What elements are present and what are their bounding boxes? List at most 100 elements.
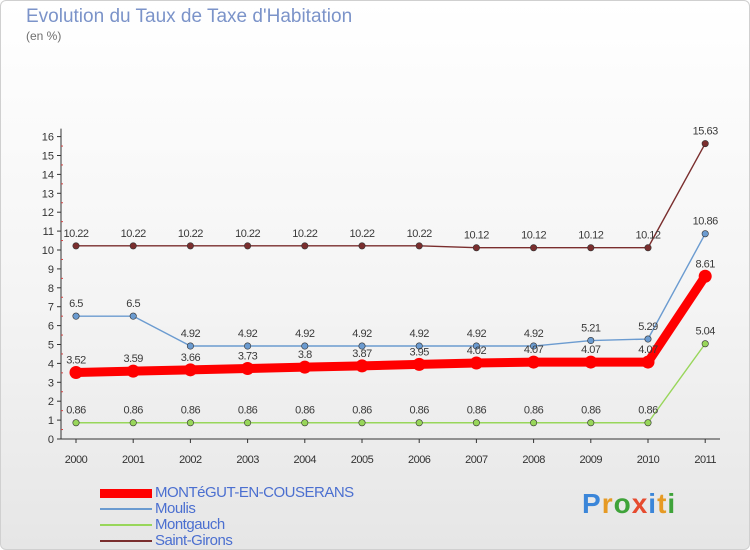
data-label: 10.12 [578, 230, 603, 242]
proxiti-logo: Proxiti [582, 488, 676, 520]
data-label: 0.86 [581, 405, 601, 417]
data-point [587, 419, 595, 427]
y-tick-label: 7 [48, 302, 54, 314]
data-label: 4.02 [467, 345, 487, 357]
x-tick-label: 2009 [580, 454, 603, 466]
data-point [644, 335, 652, 343]
data-point [301, 242, 309, 250]
data-label: 3.59 [123, 353, 143, 365]
y-tick-label: 16 [42, 132, 54, 144]
x-tick-label: 2003 [236, 454, 259, 466]
data-point [469, 356, 483, 370]
legend-item: Saint-Girons [100, 532, 440, 549]
data-point [72, 312, 80, 320]
data-label: 6.5 [69, 298, 83, 310]
legend-swatch [100, 489, 152, 498]
data-point [584, 355, 598, 369]
data-label: 6.5 [126, 298, 140, 310]
series-line [75, 343, 706, 424]
data-label: 3.8 [298, 349, 312, 361]
data-label: 0.86 [409, 405, 429, 417]
y-tick-label: 14 [42, 169, 54, 181]
data-point [72, 242, 80, 250]
data-point [129, 419, 137, 427]
data-label: 3.73 [238, 351, 258, 363]
legend-item: Montgauch [100, 516, 440, 533]
data-point [701, 140, 709, 148]
y-tick-label: 1 [48, 415, 54, 427]
data-point [527, 355, 541, 369]
series-mont-gut-en-couserans [69, 269, 712, 379]
data-point [530, 342, 538, 350]
x-tick-label: 2002 [179, 454, 202, 466]
legend-label: MONTéGUT-EN-COUSERANS [155, 484, 354, 501]
y-tick-label: 11 [43, 226, 54, 238]
legend-swatch [100, 524, 152, 526]
y-tick-label: 8 [48, 283, 54, 295]
series-line [71, 271, 710, 377]
data-point [358, 242, 366, 250]
logo-letter: i [667, 488, 677, 519]
data-label: 10.12 [635, 230, 660, 242]
x-tick-label: 2011 [694, 454, 716, 466]
data-point [129, 242, 137, 250]
y-tick-label: 13 [42, 188, 54, 200]
y-tick-label: 0 [48, 434, 54, 446]
data-label: 3.95 [409, 346, 429, 358]
data-point [186, 242, 194, 250]
data-label: 4.92 [467, 328, 487, 340]
data-label: 10.12 [464, 230, 489, 242]
legend-swatch [100, 508, 152, 510]
data-point [69, 365, 83, 379]
data-label: 5.04 [695, 326, 715, 338]
data-label: 0.86 [238, 405, 258, 417]
data-point [298, 360, 312, 374]
data-label: 4.92 [238, 328, 258, 340]
chart-title: Evolution du Taux de Taxe d'Habitation [26, 6, 353, 27]
data-point [415, 419, 423, 427]
data-label: 10.22 [407, 228, 432, 240]
data-point [129, 312, 137, 320]
x-tick-label: 2010 [637, 454, 660, 466]
series-moulis [72, 230, 709, 350]
data-label: 4.07 [581, 344, 601, 356]
logo-letter: P [582, 488, 602, 519]
data-label: 0.86 [352, 405, 372, 417]
y-tick-label: 10 [42, 245, 54, 257]
data-point [301, 342, 309, 350]
y-tick-label: 2 [48, 396, 54, 408]
data-point [244, 419, 252, 427]
data-point [698, 269, 712, 283]
data-label: 4.92 [352, 328, 372, 340]
x-tick-label: 2005 [351, 454, 374, 466]
data-label: 4.07 [524, 344, 544, 356]
data-point [358, 419, 366, 427]
data-label: 10.22 [178, 228, 203, 240]
y-tick-label: 12 [42, 207, 54, 219]
data-label: 0.86 [123, 405, 143, 417]
data-label: 0.86 [181, 405, 201, 417]
data-point [186, 342, 194, 350]
logo-letter: o [613, 488, 632, 519]
legend-item: Moulis [100, 500, 440, 517]
data-label: 10.22 [292, 228, 317, 240]
data-label: 5.29 [638, 321, 658, 333]
data-label: 0.86 [295, 405, 315, 417]
legend-label: Montgauch [155, 516, 225, 533]
x-tick-label: 2001 [122, 454, 145, 466]
data-label: 10.22 [63, 228, 88, 240]
data-label: 0.86 [638, 405, 658, 417]
data-point [472, 342, 480, 350]
data-point [244, 242, 252, 250]
data-point [641, 355, 655, 369]
data-point [241, 362, 255, 376]
data-label: 4.92 [295, 328, 315, 340]
data-label: 3.87 [352, 348, 372, 360]
data-label: 4.92 [181, 328, 201, 340]
series-montgauch [72, 340, 709, 427]
series-saint-girons [72, 140, 709, 252]
data-label: 10.86 [693, 216, 718, 228]
data-point [72, 419, 80, 427]
x-tick-label: 2006 [408, 454, 431, 466]
